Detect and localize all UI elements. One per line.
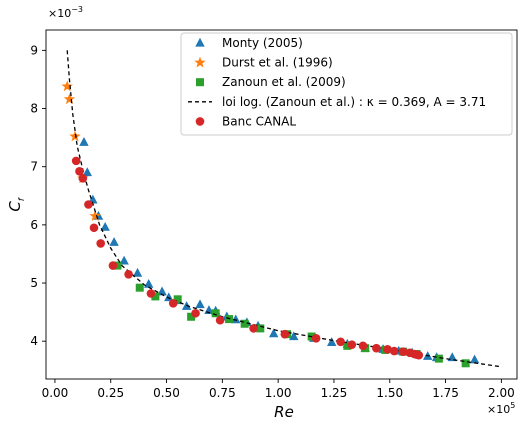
data-point-circle	[168, 299, 178, 308]
data-point-circle	[78, 174, 88, 183]
data-point-circle	[108, 261, 118, 270]
data-point-circle	[84, 200, 93, 209]
legend-entry: loi log. (Zanoun et al.) : κ = 0.369, A …	[188, 95, 486, 109]
data-point-circle	[336, 337, 345, 347]
y-axis-ticks: 4 5 6 7 8 9	[30, 43, 46, 348]
data-point-square	[461, 359, 470, 368]
x-tick-label: 0.50	[153, 386, 180, 400]
data-point-triangle	[143, 278, 154, 288]
data-point-triangle	[195, 299, 205, 309]
x-multiplier-base: ×10	[487, 403, 510, 416]
data-point-circle	[398, 347, 408, 356]
y-multiplier: ×10−3	[48, 5, 83, 20]
data-point-circle	[311, 333, 321, 343]
data-point-triangle	[268, 328, 279, 338]
legend: Monty (2005) Durst et al. (1996) Zanoun et…	[180, 32, 513, 136]
data-point-circle	[75, 167, 84, 176]
data-point-triangle	[132, 267, 143, 277]
data-point-circle	[71, 156, 81, 166]
data-point-circle	[89, 223, 99, 233]
data-point-triangle	[82, 167, 92, 177]
data-point-square	[151, 292, 160, 301]
data-point-square	[173, 295, 182, 304]
y-tick-label: 9	[30, 43, 38, 57]
data-point-square	[256, 324, 265, 333]
data-point-circle	[414, 350, 424, 360]
data-point-star	[63, 93, 76, 105]
data-point-circle	[389, 346, 399, 356]
x-axis-ticks: 0.00 0.25 0.50 0.75 1.00 1.25 1.50 1.75 2.00	[42, 379, 515, 400]
data-point-triangle	[79, 137, 89, 146]
data-point-circle	[191, 308, 200, 318]
series-circle	[71, 156, 424, 360]
x-multiplier-exponent: 5	[510, 401, 515, 410]
legend-entry: Monty (2005)	[195, 36, 303, 50]
data-point-circle	[347, 340, 357, 349]
data-point-square	[113, 261, 122, 270]
legend-label: Zanoun et al. (2009)	[222, 75, 346, 89]
data-point-triangle	[327, 337, 337, 346]
x-tick-label: 0.75	[209, 386, 236, 400]
data-point-circle	[124, 270, 133, 279]
data-point-triangle	[109, 237, 119, 246]
y-tick-label: 4	[30, 334, 38, 348]
data-point-star	[69, 130, 81, 142]
data-point-triangle	[164, 292, 174, 302]
data-point-triangle	[100, 221, 110, 231]
x-tick-label: 0.00	[42, 386, 69, 400]
y-tick-label: 7	[30, 160, 38, 174]
data-point-square	[211, 309, 220, 318]
y-multiplier-base: ×10	[48, 7, 71, 20]
data-point-square	[343, 341, 352, 350]
legend-label: Monty (2005)	[222, 36, 303, 50]
x-tick-label: 1.75	[432, 386, 459, 400]
x-multiplier: ×105	[487, 401, 515, 416]
x-tick-label: 1.00	[265, 386, 292, 400]
legend-entry: Zanoun et al. (2009)	[196, 75, 346, 89]
data-point-triangle	[119, 255, 129, 265]
y-tick-label: 8	[30, 102, 38, 116]
series-layer	[61, 50, 502, 368]
x-tick-label: 0.25	[97, 386, 124, 400]
data-point-star	[61, 80, 73, 92]
legend-entry: Banc CANAL	[195, 114, 296, 128]
data-point-circle	[358, 341, 368, 351]
legend-label: Banc CANAL	[222, 114, 296, 128]
data-point-triangle	[289, 331, 299, 341]
data-point-star	[89, 210, 101, 221]
y-multiplier-exponent: −3	[71, 5, 83, 14]
data-point-circle	[215, 315, 225, 325]
legend-marker-square	[196, 78, 204, 87]
data-point-circle	[280, 329, 290, 339]
legend-label: loi log. (Zanoun et al.) : κ = 0.369, A …	[222, 95, 486, 109]
legend-marker-star	[194, 56, 206, 68]
legend-label: Durst et al. (1996)	[222, 56, 333, 70]
x-axis-label: Re	[274, 403, 294, 421]
x-tick-label: 1.25	[321, 386, 348, 400]
y-tick-label: 6	[30, 218, 38, 232]
data-point-square	[187, 312, 196, 321]
data-point-square	[240, 319, 249, 328]
legend-marker-triangle	[195, 37, 205, 47]
data-point-circle	[146, 289, 156, 298]
data-point-triangle	[231, 314, 241, 324]
data-point-circle	[372, 343, 381, 353]
data-point-circle	[383, 345, 392, 354]
data-point-circle	[96, 239, 105, 248]
legend-entry: Durst et al. (1996)	[194, 56, 333, 70]
legend-box	[180, 32, 513, 136]
data-point-triangle	[469, 354, 480, 364]
data-point-triangle	[157, 286, 167, 296]
x-tick-label: 2.00	[488, 386, 515, 400]
x-tick-label: 1.50	[376, 386, 403, 400]
data-point-circle	[249, 324, 258, 333]
axes-frame	[45, 29, 518, 380]
data-point-square	[135, 283, 144, 292]
data-point-square	[434, 354, 443, 363]
legend-marker-circle	[195, 117, 205, 126]
y-tick-label: 5	[30, 276, 38, 290]
